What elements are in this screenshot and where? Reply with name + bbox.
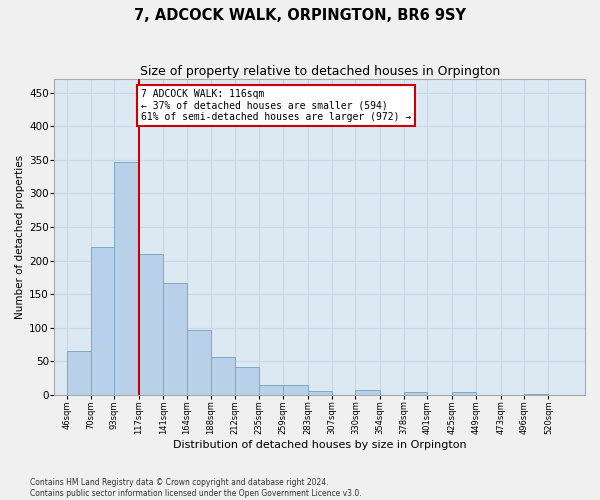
- Bar: [211, 356, 235, 395]
- Bar: [452, 392, 476, 395]
- Bar: [283, 385, 308, 395]
- Bar: [259, 385, 283, 395]
- Bar: [235, 366, 259, 395]
- Bar: [404, 392, 427, 395]
- Text: 7 ADCOCK WALK: 116sqm
← 37% of detached houses are smaller (594)
61% of semi-det: 7 ADCOCK WALK: 116sqm ← 37% of detached …: [141, 89, 411, 122]
- Bar: [139, 254, 163, 395]
- Bar: [91, 247, 115, 395]
- X-axis label: Distribution of detached houses by size in Orpington: Distribution of detached houses by size …: [173, 440, 467, 450]
- Bar: [524, 394, 548, 395]
- Bar: [115, 162, 139, 395]
- Bar: [308, 391, 332, 395]
- Text: Contains HM Land Registry data © Crown copyright and database right 2024.
Contai: Contains HM Land Registry data © Crown c…: [30, 478, 362, 498]
- Title: Size of property relative to detached houses in Orpington: Size of property relative to detached ho…: [140, 65, 500, 78]
- Text: 7, ADCOCK WALK, ORPINGTON, BR6 9SY: 7, ADCOCK WALK, ORPINGTON, BR6 9SY: [134, 8, 466, 22]
- Bar: [67, 351, 91, 395]
- Bar: [163, 282, 187, 395]
- Bar: [187, 330, 211, 395]
- Y-axis label: Number of detached properties: Number of detached properties: [15, 155, 25, 319]
- Bar: [355, 390, 380, 395]
